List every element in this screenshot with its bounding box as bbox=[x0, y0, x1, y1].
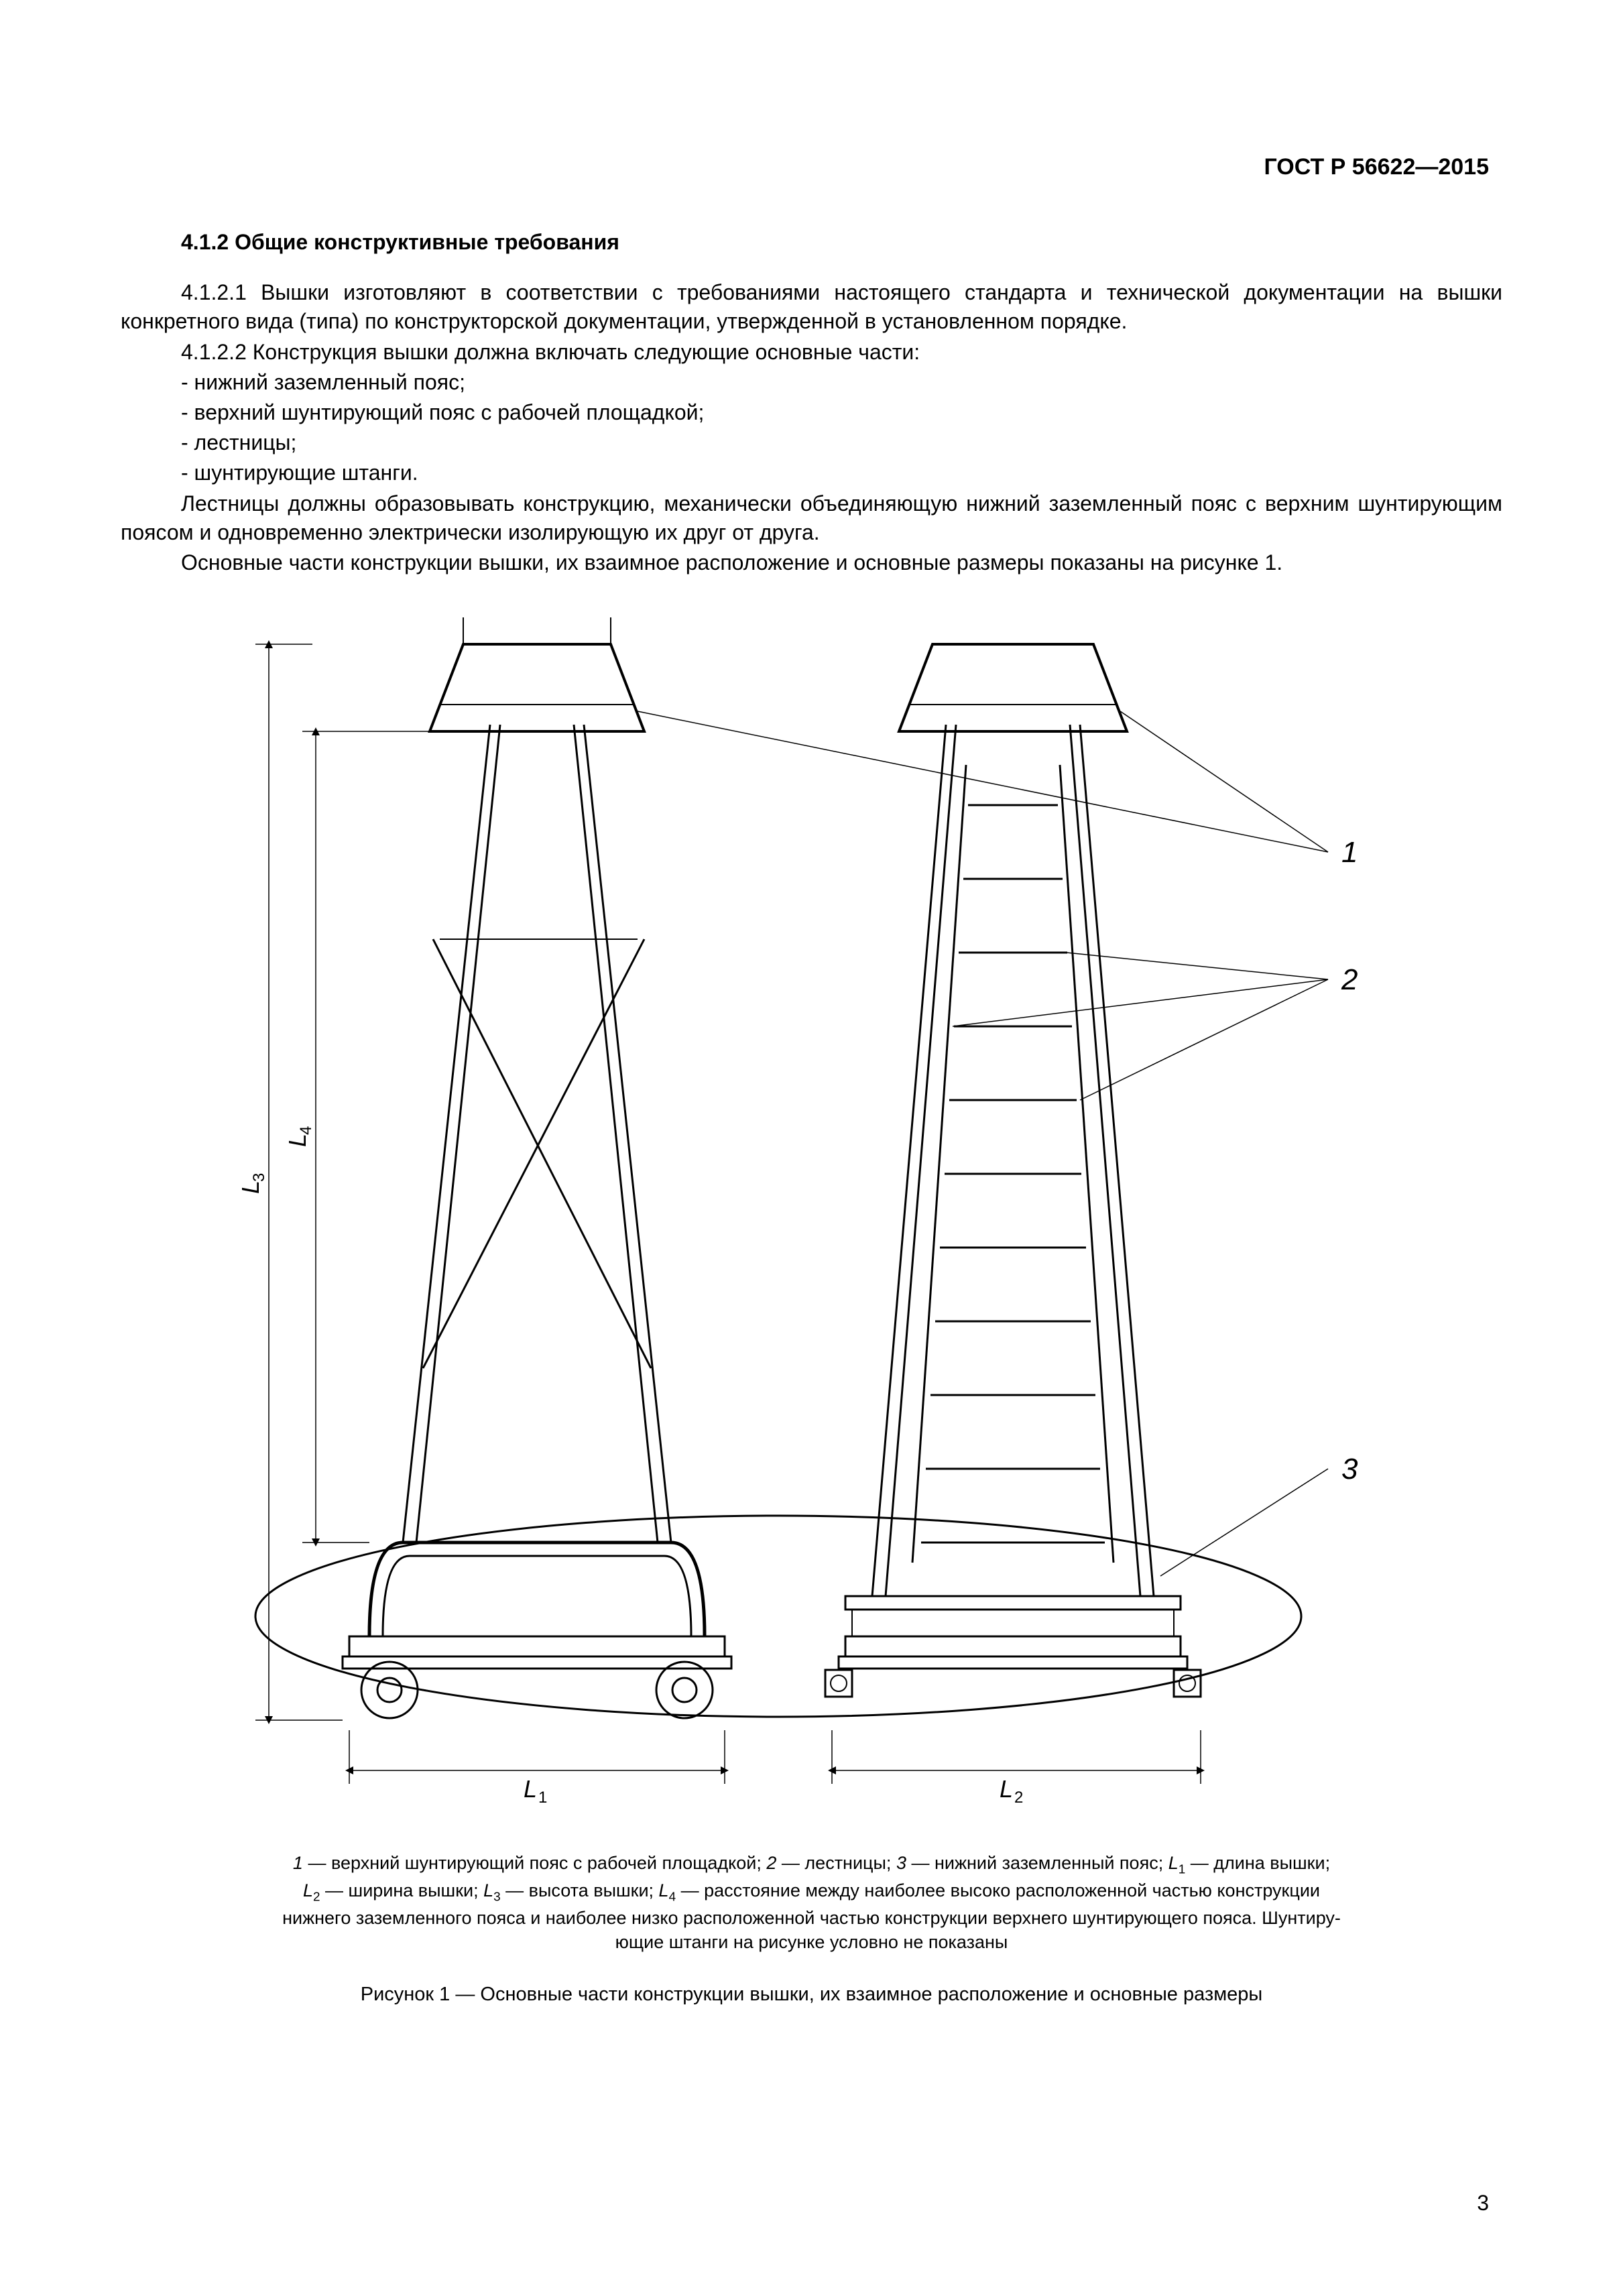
side-view bbox=[825, 644, 1201, 1697]
list-item: - верхний шунтирующий пояс с рабочей пло… bbox=[121, 398, 1502, 427]
svg-text:1: 1 bbox=[538, 1789, 547, 1807]
callout-1: 1 bbox=[1341, 836, 1358, 869]
svg-text:3: 3 bbox=[250, 1173, 268, 1182]
paragraph-ladders: Лестницы должны образовывать конструкцию… bbox=[121, 489, 1502, 547]
tower-drawing-svg: L 3 L 4 L 1 L 2 bbox=[175, 591, 1449, 1831]
section-title: 4.1.2 Общие конструктивные требования bbox=[121, 228, 1502, 257]
svg-text:L: L bbox=[524, 1775, 537, 1803]
page: ГОСТ Р 56622—2015 4.1.2 Общие конструкти… bbox=[0, 0, 1623, 2296]
paragraph-figure-ref: Основные части конструкции вышки, их вза… bbox=[121, 548, 1502, 577]
callout-3: 3 bbox=[1341, 1453, 1358, 1486]
list-item: - нижний заземленный пояс; bbox=[121, 368, 1502, 397]
bullet-list: - нижний заземленный пояс; - верхний шун… bbox=[121, 368, 1502, 488]
figure-caption: Рисунок 1 — Основные части конструкции в… bbox=[121, 1982, 1502, 2008]
figure-legend: 1 — верхний шунтирующий пояс с рабочей п… bbox=[121, 1851, 1502, 1955]
svg-text:4: 4 bbox=[297, 1126, 315, 1135]
svg-text:L: L bbox=[1000, 1775, 1013, 1803]
standard-header: ГОСТ Р 56622—2015 bbox=[1264, 154, 1489, 180]
page-number: 3 bbox=[1477, 2191, 1489, 2216]
front-view bbox=[343, 617, 731, 1718]
paragraph-4122: 4.1.2.2 Конструкция вышки должна включат… bbox=[121, 338, 1502, 367]
paragraph-4121: 4.1.2.1 Вышки изготовляют в соответствии… bbox=[121, 278, 1502, 336]
figure-1: L 3 L 4 L 1 L 2 bbox=[121, 591, 1502, 2008]
body-content: 4.1.2 Общие конструктивные требования 4.… bbox=[121, 228, 1502, 2008]
svg-text:2: 2 bbox=[1014, 1789, 1023, 1807]
callout-2: 2 bbox=[1341, 963, 1358, 996]
list-item: - лестницы; bbox=[121, 428, 1502, 457]
list-item: - шунтирующие штанги. bbox=[121, 459, 1502, 487]
